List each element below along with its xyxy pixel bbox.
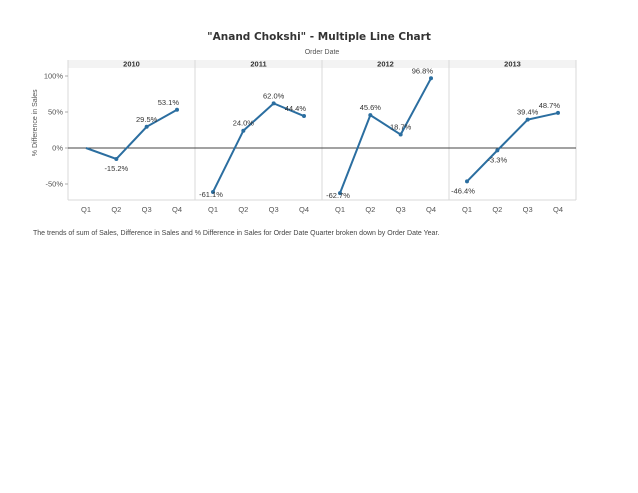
chart-title: "Anand Chokshi" - Multiple Line Chart (207, 31, 431, 43)
x-tick-label: Q2 (238, 205, 248, 214)
column-header: Order Date (305, 49, 340, 56)
x-tick-label: Q2 (111, 205, 121, 214)
data-point (398, 132, 403, 137)
x-tick-label: Q4 (299, 205, 309, 214)
series-line (466, 111, 559, 183)
data-label: 44.4% (285, 104, 307, 113)
data-label: -3.3% (488, 155, 508, 164)
data-point (302, 114, 306, 119)
x-tick-label: Q3 (523, 205, 533, 214)
x-tick-label: Q3 (269, 205, 279, 214)
data-point (495, 148, 500, 153)
data-point (368, 113, 373, 118)
x-tick-label: Q3 (142, 205, 152, 214)
data-label: -15.2% (104, 164, 128, 173)
x-tick-label: Q4 (426, 205, 436, 214)
data-point (114, 156, 119, 161)
series-line (212, 102, 305, 193)
data-point (465, 179, 469, 184)
data-label: 48.7% (539, 101, 561, 110)
data-label: -62.7% (326, 191, 350, 200)
data-label: -61.1% (199, 190, 223, 199)
data-label: 96.8% (412, 66, 434, 75)
data-point (144, 124, 149, 129)
x-tick-label: Q2 (492, 205, 502, 214)
data-label: 39.4% (517, 108, 539, 117)
x-tick-label: Q1 (81, 205, 91, 214)
panel-year-label: 2012 (377, 60, 394, 69)
data-point (271, 101, 276, 106)
series-line (339, 77, 432, 194)
data-point (241, 128, 246, 133)
y-tick-label: 50% (48, 108, 63, 117)
x-tick-label: Q1 (335, 205, 345, 214)
data-label: 62.0% (263, 91, 285, 100)
y-axis-title: % Difference in Sales (32, 89, 39, 156)
y-tick-label: -50% (45, 180, 63, 189)
panel-year-label: 2013 (504, 60, 521, 69)
data-point (338, 191, 342, 196)
x-tick-label: Q3 (396, 205, 406, 214)
data-label: -46.4% (451, 186, 475, 195)
x-tick-label: Q1 (208, 205, 218, 214)
x-tick-label: Q1 (462, 205, 472, 214)
data-label: 24.0% (233, 119, 255, 128)
series-line (85, 108, 178, 161)
data-label: 53.1% (158, 98, 180, 107)
y-tick-label: 0% (52, 144, 63, 153)
x-tick-label: Q2 (365, 205, 375, 214)
chart-caption: The trends of sum of Sales, Difference i… (33, 230, 440, 237)
data-point (211, 189, 215, 194)
x-tick-label: Q4 (172, 205, 182, 214)
data-label: 45.6% (360, 103, 382, 112)
x-tick-label: Q4 (553, 205, 563, 214)
y-tick-label: 100% (44, 72, 64, 81)
data-label: 18.7% (390, 123, 412, 132)
panel-year-label: 2010 (123, 60, 140, 69)
panel-year-label: 2011 (250, 60, 266, 69)
data-point (175, 107, 179, 112)
data-point (525, 117, 530, 122)
data-label: 29.5% (136, 115, 158, 124)
data-point (556, 110, 560, 115)
data-point (429, 76, 433, 81)
